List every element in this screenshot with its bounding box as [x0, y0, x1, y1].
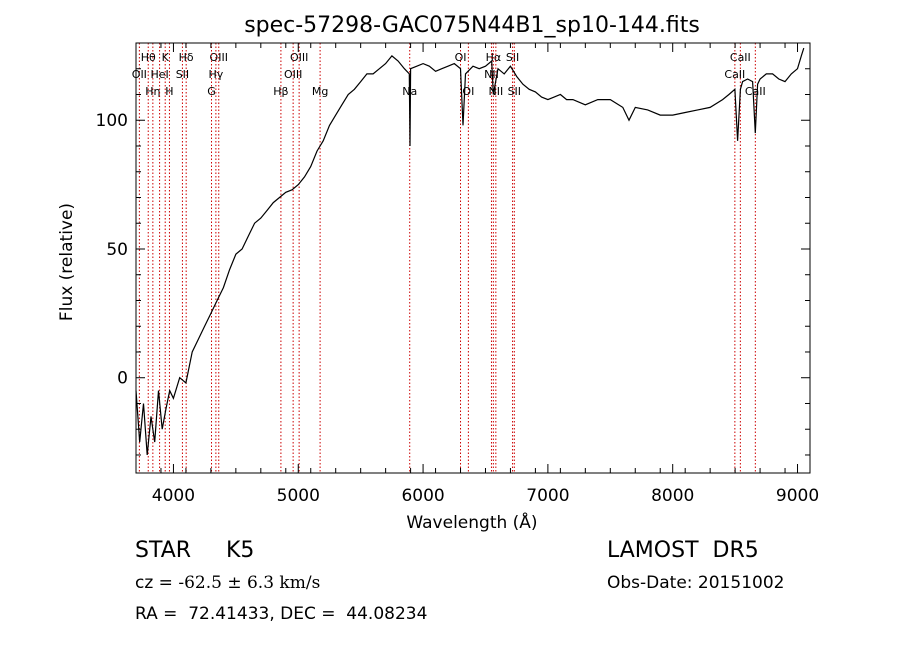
marker-label: Mg [312, 85, 328, 98]
marker-label: NII [488, 85, 503, 98]
y-tick-label: 0 [117, 369, 128, 389]
marker-label: OIII [290, 51, 308, 64]
marker-label: HeI [150, 68, 168, 81]
x-tick-label: 7000 [526, 486, 569, 506]
marker-label: CaII [730, 51, 751, 64]
marker-label: SII [506, 51, 519, 64]
x-tick-label: 4000 [152, 486, 195, 506]
object-class: STAR K5 [135, 538, 254, 563]
sky-coordinates: RA = 72.41433, DEC = 44.08234 [135, 604, 428, 624]
cz-prefix: cz = [135, 573, 179, 593]
marker-label: Hδ [179, 51, 194, 64]
marker-label: CaII [724, 68, 745, 81]
redshift-velocity: cz = -62.5 ± 6.3 km/s [135, 573, 320, 593]
plot-frame [135, 42, 811, 474]
survey-name: LAMOST DR5 [607, 538, 759, 563]
marker-label: Hα [486, 51, 502, 64]
marker-label: G [207, 85, 216, 98]
marker-label: K [162, 51, 170, 64]
x-tick-label: 8000 [651, 486, 694, 506]
object-subclass: K5 [226, 538, 255, 563]
marker-label: NII [484, 68, 499, 81]
marker-label: H [165, 85, 173, 98]
x-tick-label: 6000 [401, 486, 444, 506]
marker-label: SII [508, 85, 521, 98]
spectrum-series [135, 47, 805, 456]
y-axis-label: Flux (relative) [57, 203, 77, 321]
marker-label: Hγ [208, 68, 223, 81]
x-axis-label: Wavelength (Å) [406, 511, 537, 533]
cz-value: -62.5 ± 6.3 km/s [178, 573, 321, 593]
marker-label: CaII [745, 85, 766, 98]
marker-label: Hβ [273, 85, 288, 98]
marker-label: Hη [145, 85, 160, 98]
x-tick-label: 5000 [277, 486, 320, 506]
marker-label: OIII [284, 68, 302, 81]
observation-date: Obs-Date: 20151002 [607, 573, 785, 593]
marker-label: OII [132, 68, 147, 81]
marker-label: OI [462, 85, 474, 98]
y-tick-label: 50 [106, 240, 128, 260]
object-class-value: STAR [135, 538, 192, 563]
chart-title: spec-57298-GAC075N44B1_sp10-144.fits [244, 13, 700, 38]
spectrum-line [135, 47, 805, 456]
x-tick-label: 9000 [776, 486, 819, 506]
marker-label: Hθ [141, 51, 156, 64]
marker-label: SII [176, 68, 189, 81]
marker-label: OI [455, 51, 467, 64]
y-tick-label: 100 [96, 111, 128, 131]
marker-label: OIII [210, 51, 228, 64]
axes: 4000 5000 6000 7000 8000 9000 0 50 100 [96, 43, 819, 506]
